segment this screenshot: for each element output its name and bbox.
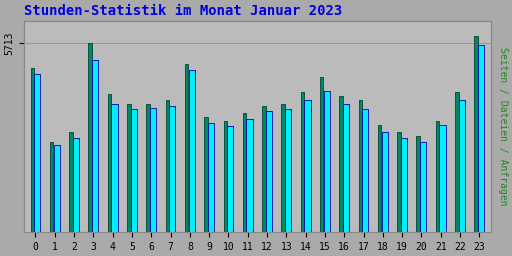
Bar [69,132,73,232]
Bar [439,124,445,232]
Bar [282,104,285,232]
Bar [208,123,214,232]
Bar [301,92,304,232]
Bar [397,132,401,232]
Bar [50,142,53,232]
Bar [304,100,311,232]
Bar [381,132,388,232]
Bar [358,100,362,232]
Bar [185,64,188,232]
Bar [224,121,227,232]
Bar [73,138,79,232]
Text: Stunden-Statistik im Monat Januar 2023: Stunden-Statistik im Monat Januar 2023 [24,4,342,18]
Bar [34,73,40,232]
Bar [339,96,343,232]
Bar [420,142,426,232]
Bar [150,108,156,232]
Bar [455,92,459,232]
Bar [54,145,60,232]
Bar [475,36,478,232]
Bar [285,109,291,232]
Bar [362,109,369,232]
Bar [188,70,195,232]
Bar [169,106,176,232]
Bar [401,138,407,232]
Bar [266,111,272,232]
Bar [108,94,111,232]
Y-axis label: Seiten / Dateien / Anfragen: Seiten / Dateien / Anfragen [498,47,508,206]
Bar [436,121,439,232]
Bar [204,117,208,232]
Bar [478,45,484,232]
Bar [112,104,118,232]
Bar [246,119,252,232]
Bar [320,77,324,232]
Bar [378,124,381,232]
Bar [227,126,233,232]
Bar [243,113,246,232]
Bar [31,68,34,232]
Bar [324,91,330,232]
Bar [131,109,137,232]
Bar [146,104,150,232]
Bar [459,100,465,232]
Bar [165,100,169,232]
Bar [343,104,349,232]
Bar [89,43,92,232]
Bar [127,104,131,232]
Bar [262,106,266,232]
Bar [92,60,98,232]
Bar [416,136,420,232]
